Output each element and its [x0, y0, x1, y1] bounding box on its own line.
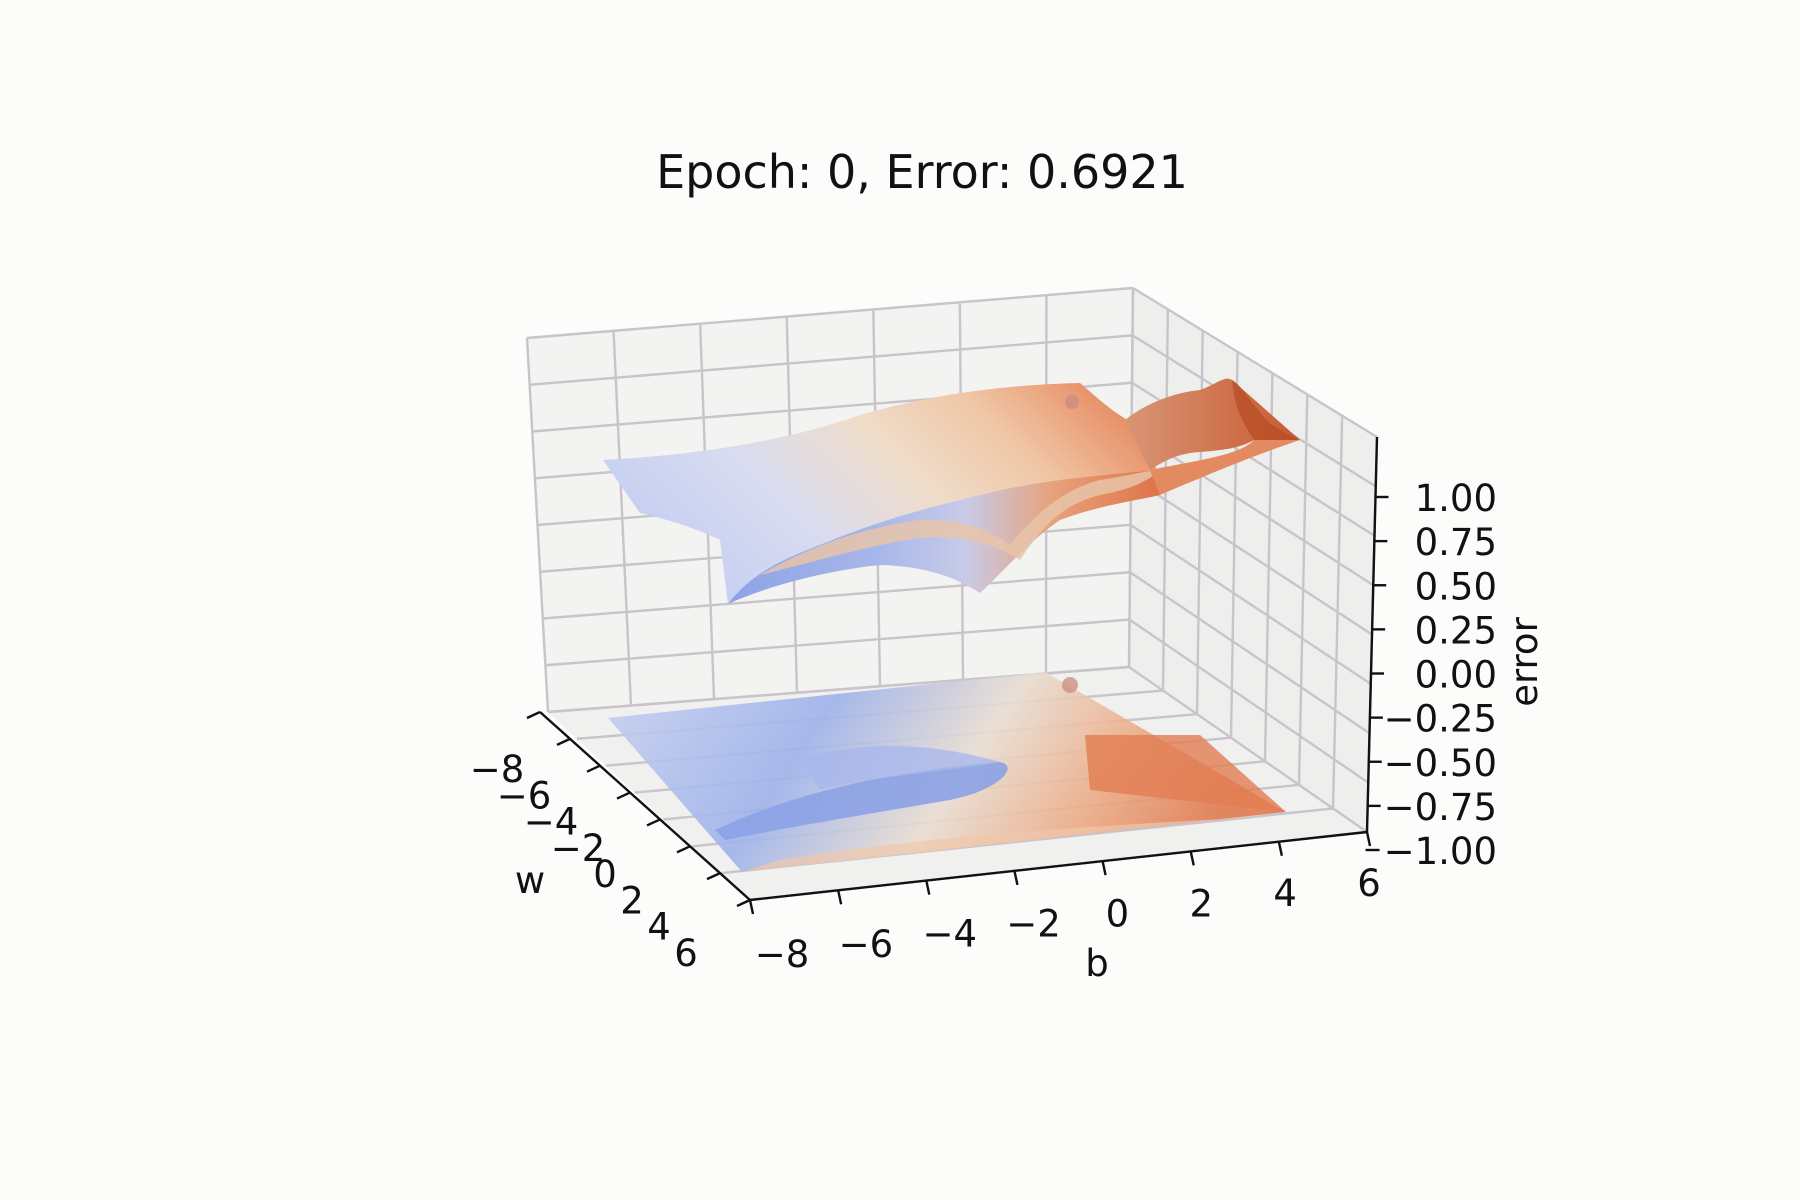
z-tick-label: −0.75: [1384, 786, 1497, 829]
y-tick-label: 6: [674, 932, 698, 975]
gridline: [1129, 571, 1371, 735]
gridline: [1128, 666, 1368, 833]
z-tick-label: −1.00: [1384, 830, 1497, 873]
x-tick: [1189, 851, 1195, 866]
x-tick-label: −4: [922, 913, 977, 956]
y-tick: [646, 818, 661, 827]
z-tick-label: −0.50: [1384, 742, 1497, 785]
y-tick: [676, 845, 691, 854]
y-tick: [556, 737, 571, 746]
x-tick-label: 2: [1190, 882, 1214, 925]
x-tick: [1277, 841, 1284, 856]
y-axis-label: w: [515, 859, 545, 902]
gridline: [1130, 476, 1373, 636]
gridline: [1132, 286, 1378, 439]
axis-lines: [539, 436, 1379, 902]
y-tick: [736, 898, 751, 908]
z-tick-label: 0.75: [1415, 521, 1497, 564]
floor-contour: [608, 672, 1286, 872]
x-axis-label: b: [1085, 942, 1109, 985]
z-axis-label: error: [1503, 616, 1546, 706]
x-tick-label: 6: [1357, 862, 1381, 905]
x-tick: [1365, 831, 1372, 847]
z-tick-label: 0.50: [1415, 565, 1497, 608]
y-tick: [526, 710, 541, 720]
y-tick-label: −6: [497, 774, 552, 817]
gridline: [545, 618, 1130, 667]
y-tick: [586, 764, 601, 773]
y-tick: [706, 872, 721, 881]
x-tick-label: 4: [1273, 872, 1297, 915]
x-tick: [925, 880, 931, 895]
gridline: [1129, 523, 1372, 685]
y-tick-label: −8: [470, 748, 525, 791]
y-tick-label: −4: [524, 801, 579, 844]
axis-ticks: [526, 495, 1389, 915]
gridline: [526, 286, 1134, 340]
gridline: [1128, 618, 1369, 784]
gridline: [529, 334, 1133, 386]
y-tick-label: 4: [647, 906, 671, 949]
x-tick: [836, 890, 843, 905]
x-tick-label: −6: [839, 923, 894, 966]
x-tick: [1013, 870, 1019, 886]
error-surface: [603, 378, 1300, 604]
y-tick: [616, 791, 631, 800]
y-tick-label: 0: [593, 853, 617, 896]
y-tick-label: −2: [551, 827, 606, 870]
x-tick-label: −8: [755, 933, 810, 976]
x-tick: [748, 899, 755, 915]
z-tick-label: −0.25: [1384, 698, 1497, 741]
gridline: [542, 571, 1131, 620]
x-tick-label: −2: [1006, 903, 1061, 946]
chart-title: Epoch: 0, Error: 0.6921: [656, 145, 1188, 199]
z-tick-label: 1.00: [1415, 477, 1497, 520]
current-point-projection: [1062, 677, 1078, 693]
y-tick-label: 2: [620, 879, 644, 922]
z-tick-label: 0.25: [1415, 609, 1497, 652]
x-tick: [1101, 860, 1107, 876]
z-tick-label: 0.00: [1415, 654, 1497, 697]
x-tick-label: 0: [1106, 892, 1130, 935]
